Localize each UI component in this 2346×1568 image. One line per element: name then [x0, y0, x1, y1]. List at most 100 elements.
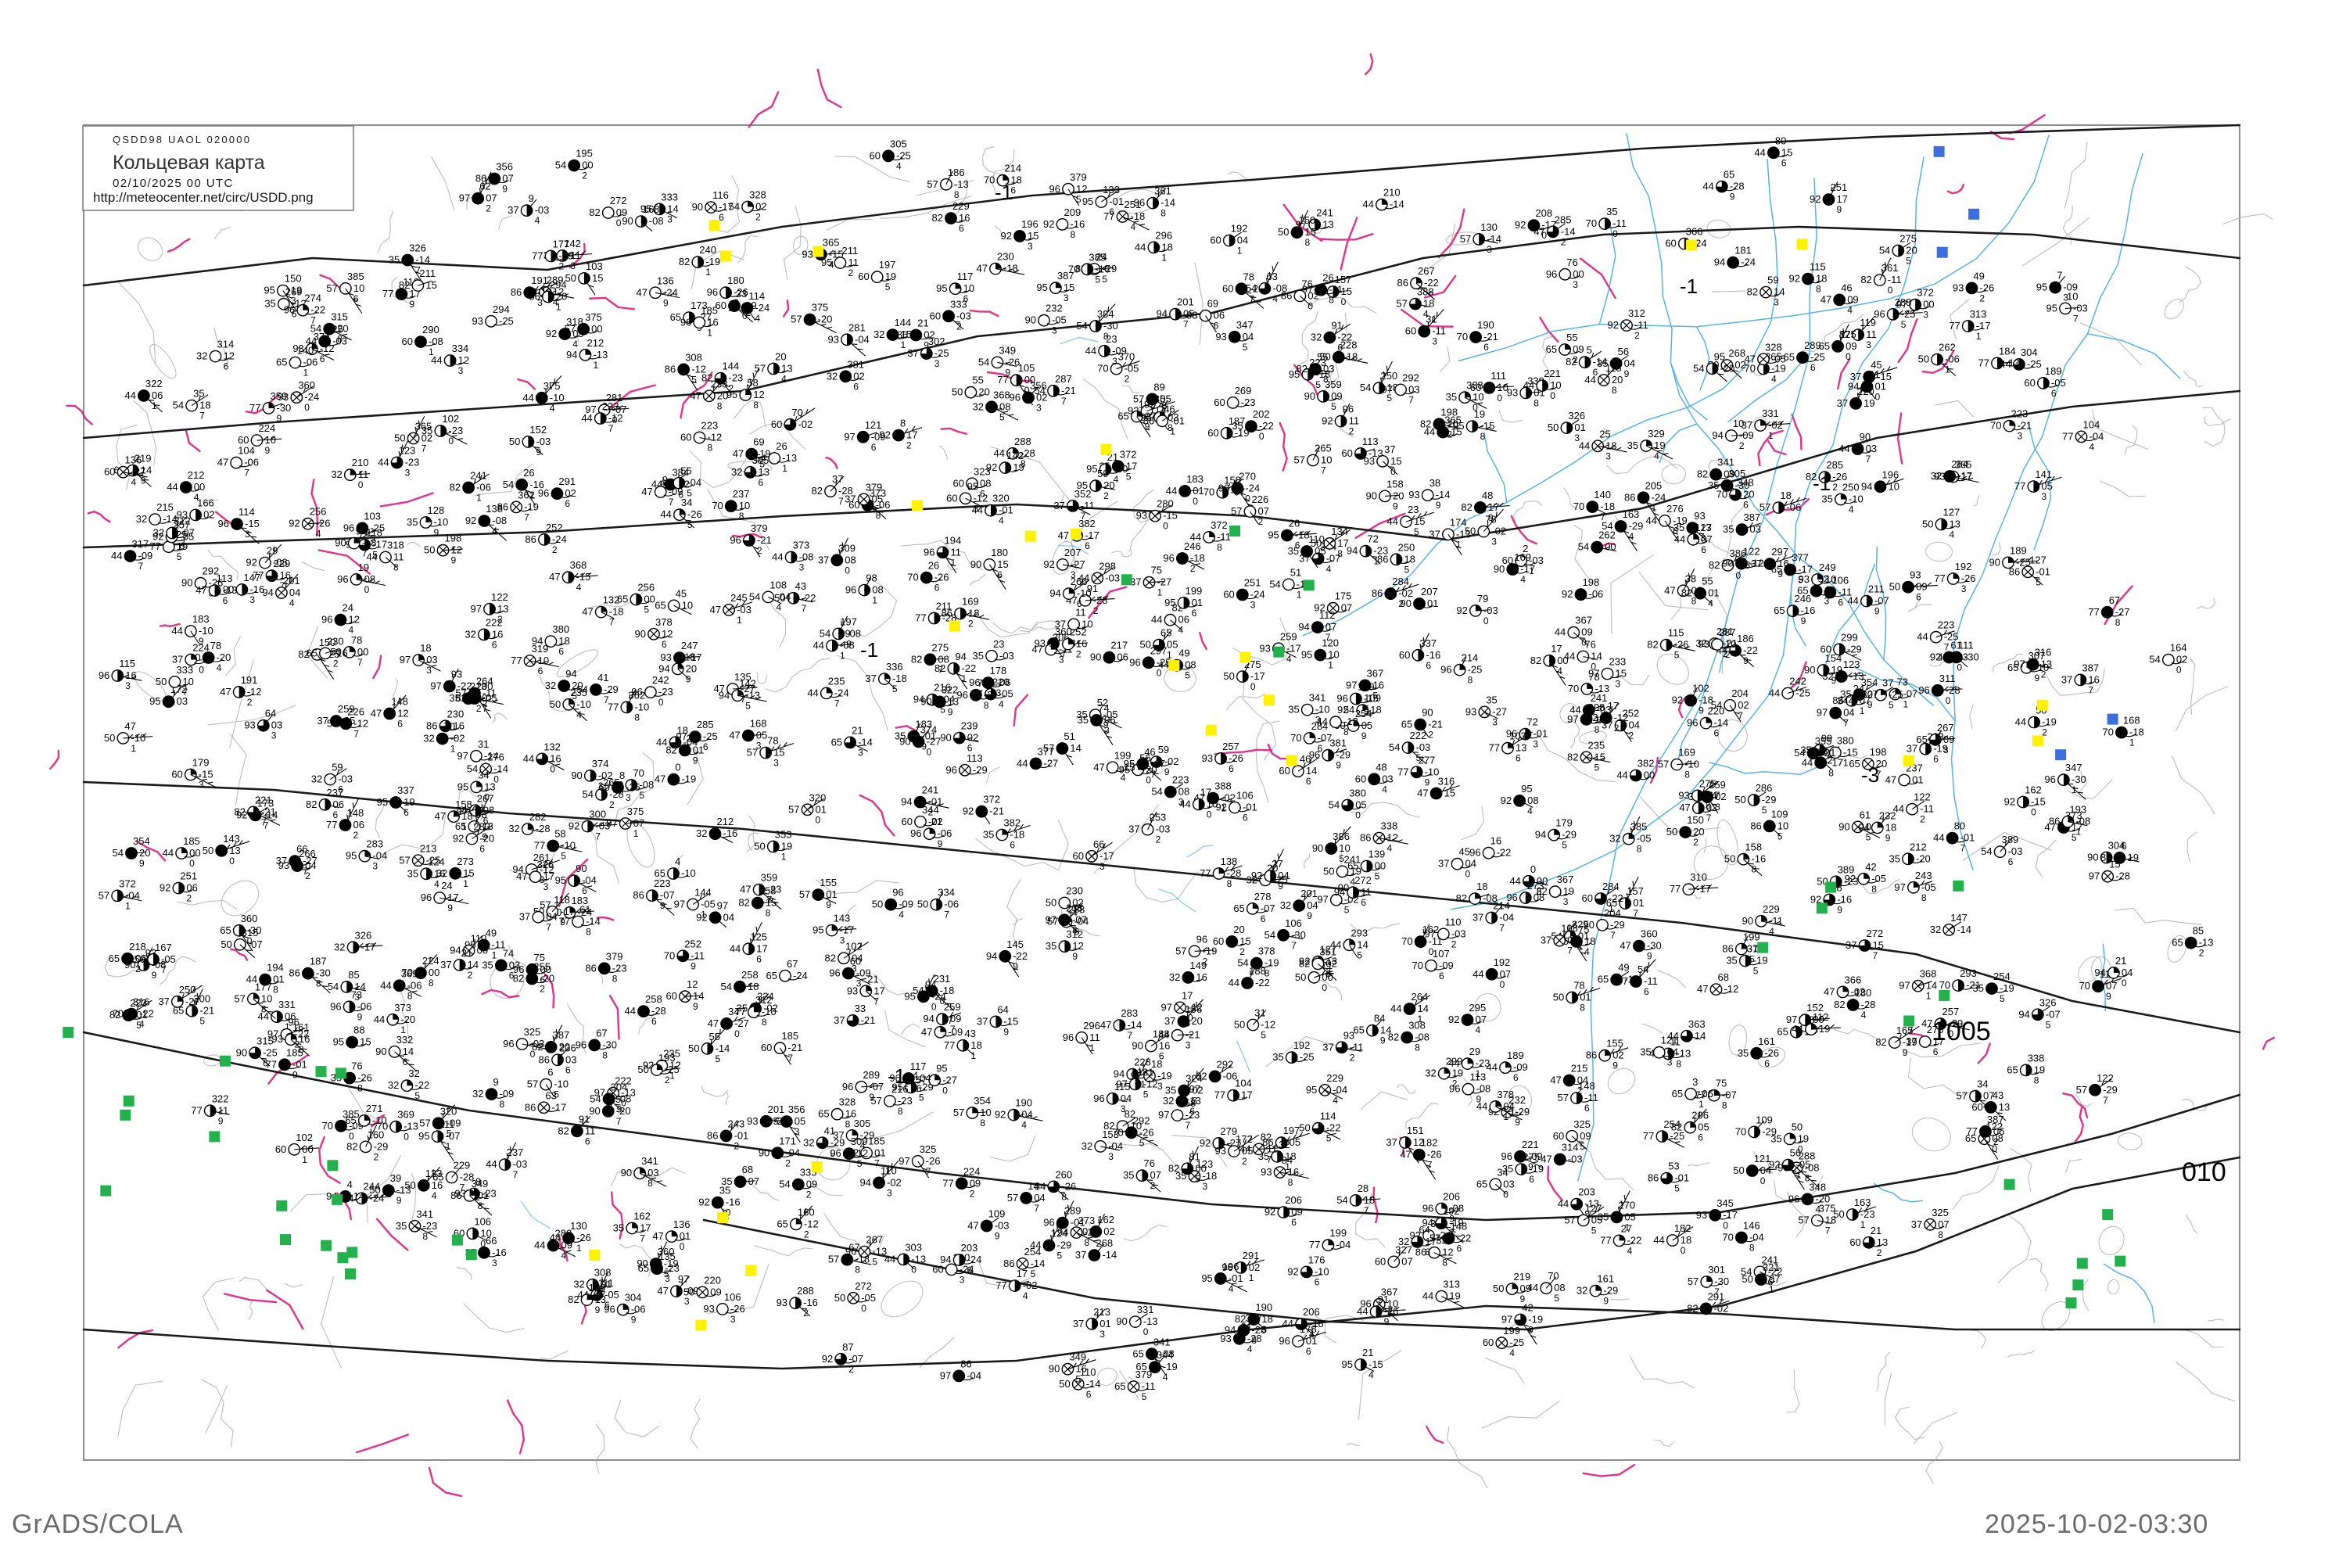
- svg-text:47: 47: [1679, 802, 1690, 813]
- svg-text:153: 153: [1102, 1128, 1119, 1140]
- svg-text:8: 8: [1337, 548, 1343, 559]
- svg-text:8: 8: [1072, 924, 1078, 935]
- svg-text:94: 94: [1225, 1324, 1236, 1336]
- svg-text:312: 312: [1628, 307, 1645, 319]
- svg-text:8: 8: [1676, 1058, 1681, 1069]
- svg-text:2: 2: [1150, 1180, 1156, 1191]
- svg-text:00: 00: [429, 967, 439, 978]
- svg-text:37: 37: [1811, 587, 1822, 598]
- svg-text:9: 9: [2106, 991, 2111, 1002]
- svg-text:140: 140: [1594, 489, 1611, 501]
- svg-text:65: 65: [1819, 340, 1830, 352]
- svg-text:2: 2: [1693, 837, 1699, 848]
- svg-text:37: 37: [977, 1015, 988, 1027]
- svg-text:0: 0: [1736, 570, 1742, 581]
- svg-text:213: 213: [420, 842, 437, 854]
- svg-text:86: 86: [289, 967, 300, 979]
- svg-text:189: 189: [1507, 1050, 1524, 1061]
- svg-text:242: 242: [1789, 676, 1806, 687]
- svg-text:21: 21: [2115, 955, 2126, 967]
- svg-text:35: 35: [1738, 1047, 1749, 1059]
- svg-text:-15: -15: [1877, 371, 1892, 382]
- svg-text:32: 32: [1280, 899, 1291, 911]
- svg-text:354: 354: [1861, 676, 1878, 688]
- svg-text:50: 50: [424, 544, 435, 556]
- svg-text:8: 8: [984, 700, 989, 711]
- svg-text:0: 0: [1308, 300, 1313, 311]
- svg-text:5: 5: [872, 1257, 877, 1268]
- svg-text:1: 1: [1652, 502, 1657, 513]
- svg-text:190: 190: [1477, 319, 1494, 331]
- svg-text:8: 8: [1684, 770, 1690, 780]
- svg-text:7: 7: [874, 1157, 880, 1168]
- svg-text:10: 10: [353, 282, 364, 294]
- svg-text:3: 3: [1774, 297, 1779, 308]
- svg-text:9: 9: [924, 340, 929, 351]
- svg-text:-01: -01: [921, 730, 936, 742]
- svg-text:259: 259: [1280, 630, 1297, 642]
- svg-text:57: 57: [234, 992, 245, 1004]
- svg-text:-21: -21: [989, 806, 1004, 817]
- svg-text:44: 44: [1769, 687, 1780, 699]
- svg-text:-22: -22: [1424, 277, 1439, 289]
- svg-text:37: 37: [1053, 500, 1064, 511]
- svg-text:2: 2: [1993, 1136, 1999, 1147]
- svg-text:237: 237: [733, 488, 750, 500]
- svg-text:0: 0: [845, 565, 850, 576]
- svg-text:280: 280: [1157, 498, 1174, 510]
- svg-text:50: 50: [135, 953, 145, 965]
- svg-text:93: 93: [1261, 1166, 1272, 1178]
- svg-text:354: 354: [974, 1095, 991, 1107]
- svg-text:360: 360: [241, 913, 258, 924]
- svg-text:57: 57: [455, 687, 466, 699]
- svg-text:8: 8: [2115, 617, 2121, 628]
- svg-text:19: 19: [1654, 440, 1665, 451]
- svg-text:5: 5: [1339, 853, 1344, 864]
- svg-text:1: 1: [737, 615, 742, 626]
- svg-text:94: 94: [986, 950, 997, 962]
- svg-text:82: 82: [589, 206, 600, 218]
- svg-text:9: 9: [948, 706, 953, 717]
- svg-text:32: 32: [873, 328, 884, 340]
- svg-text:97: 97: [1501, 1314, 1512, 1326]
- svg-text:82: 82: [1875, 1036, 1886, 1048]
- svg-text:267: 267: [1418, 265, 1435, 277]
- svg-text:-08: -08: [492, 515, 507, 526]
- svg-text:-19: -19: [742, 300, 757, 311]
- svg-text:250: 250: [1398, 541, 1415, 553]
- svg-text:96: 96: [1043, 1217, 1054, 1229]
- svg-text:57: 57: [927, 178, 938, 190]
- svg-text:8: 8: [753, 400, 759, 411]
- svg-text:50: 50: [1278, 226, 1289, 238]
- svg-text:60: 60: [1355, 773, 1366, 784]
- svg-text:193: 193: [2069, 804, 2086, 816]
- svg-text:4: 4: [217, 662, 222, 673]
- svg-text:293: 293: [1960, 967, 1977, 979]
- svg-text:0: 0: [1483, 615, 1489, 626]
- svg-text:285: 285: [1826, 459, 1843, 471]
- svg-text:96: 96: [1279, 1335, 1290, 1347]
- svg-text:5: 5: [1195, 1173, 1200, 1184]
- svg-text:8: 8: [1343, 727, 1349, 737]
- svg-text:65: 65: [345, 1114, 356, 1126]
- svg-text:381: 381: [847, 358, 864, 370]
- svg-text:65: 65: [220, 924, 231, 936]
- svg-text:192: 192: [1293, 1039, 1311, 1051]
- svg-text:168: 168: [2123, 715, 2140, 727]
- svg-text:65: 65: [1724, 169, 1734, 181]
- svg-text:318: 318: [387, 540, 404, 551]
- svg-text:27: 27: [1621, 1222, 1632, 1234]
- svg-text:7: 7: [2103, 1095, 2108, 1106]
- svg-text:19: 19: [1474, 408, 1485, 420]
- svg-text:326: 326: [409, 242, 426, 254]
- svg-text:8: 8: [1805, 1172, 1810, 1183]
- svg-text:-17: -17: [1099, 850, 1114, 862]
- svg-text:312: 312: [174, 515, 191, 527]
- svg-text:377: 377: [1792, 552, 1809, 564]
- svg-text:94: 94: [565, 668, 576, 680]
- svg-text:39: 39: [390, 1172, 401, 1184]
- svg-text:9: 9: [1528, 1325, 1534, 1336]
- svg-text:8: 8: [634, 712, 640, 723]
- svg-text:2: 2: [333, 658, 339, 669]
- svg-text:337: 337: [397, 784, 414, 796]
